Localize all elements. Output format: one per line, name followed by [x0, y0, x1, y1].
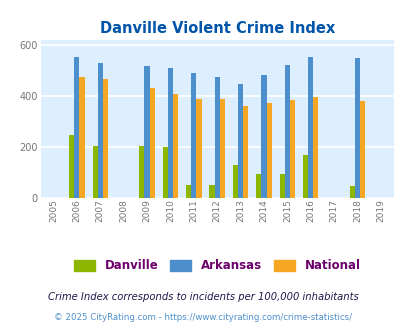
Bar: [237, 84, 243, 198]
Bar: [167, 68, 173, 198]
Title: Danville Violent Crime Index: Danville Violent Crime Index: [99, 21, 334, 36]
Bar: [74, 57, 79, 198]
Bar: [266, 103, 271, 198]
Bar: [302, 154, 307, 198]
Bar: [185, 185, 191, 198]
Bar: [279, 175, 284, 198]
Bar: [359, 101, 364, 198]
Bar: [261, 75, 266, 198]
Bar: [349, 186, 354, 198]
Legend: Danville, Arkansas, National: Danville, Arkansas, National: [69, 254, 364, 277]
Bar: [92, 146, 98, 198]
Bar: [214, 77, 219, 198]
Text: Crime Index corresponds to incidents per 100,000 inhabitants: Crime Index corresponds to incidents per…: [47, 292, 358, 302]
Text: © 2025 CityRating.com - https://www.cityrating.com/crime-statistics/: © 2025 CityRating.com - https://www.city…: [54, 313, 351, 322]
Bar: [354, 58, 359, 198]
Bar: [307, 57, 313, 198]
Bar: [69, 135, 74, 198]
Bar: [162, 147, 167, 198]
Bar: [313, 97, 318, 198]
Bar: [98, 63, 102, 198]
Bar: [79, 77, 84, 198]
Bar: [243, 106, 248, 198]
Bar: [191, 73, 196, 198]
Bar: [102, 79, 108, 198]
Bar: [173, 94, 178, 198]
Bar: [219, 99, 224, 198]
Bar: [232, 165, 237, 198]
Bar: [256, 175, 261, 198]
Bar: [284, 65, 289, 198]
Bar: [209, 185, 214, 198]
Bar: [144, 66, 149, 198]
Bar: [149, 88, 154, 198]
Bar: [139, 146, 144, 198]
Bar: [289, 100, 294, 198]
Bar: [196, 99, 201, 198]
